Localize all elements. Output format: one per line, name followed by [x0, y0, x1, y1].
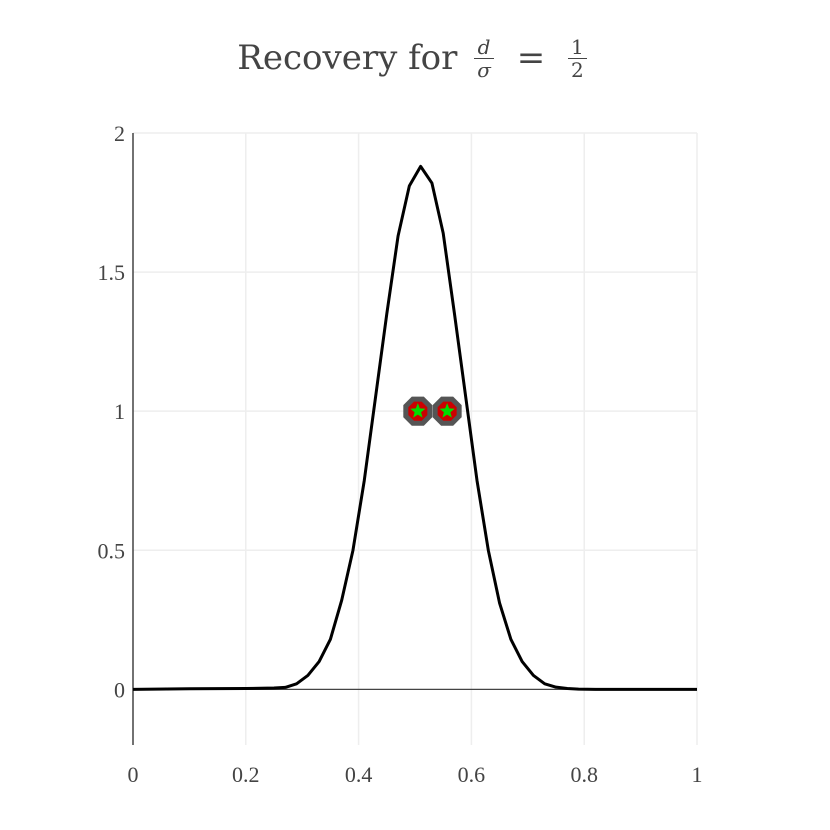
y-tick-label: 1	[114, 399, 125, 424]
y-tick-label: 0	[114, 677, 125, 702]
x-tick-label: 0.6	[458, 762, 486, 787]
y-tick-label: 2	[114, 121, 125, 146]
chart-series	[132, 164, 697, 691]
chart-grid	[133, 132, 698, 745]
y-tick-label: 1.5	[98, 260, 126, 285]
y-tick-label: 0.5	[98, 538, 126, 563]
star-marker	[439, 403, 455, 418]
title-fraction-numerator: d	[474, 36, 494, 59]
title-rhs-fraction: 1 2	[568, 36, 587, 81]
chart-tick-labels: 0 0.2 0.4 0.6 0.8 1 0 0.5 1 1.5 2	[98, 121, 703, 787]
chart-axes	[132, 133, 697, 745]
title-equals-sign: =	[516, 38, 546, 78]
x-tick-label: 0.8	[570, 762, 598, 787]
x-tick-label: 0	[128, 762, 139, 787]
x-tick-label: 0.4	[345, 762, 373, 787]
title-fraction: d σ	[474, 36, 494, 81]
x-tick-label: 0.2	[232, 762, 260, 787]
star-marker	[410, 403, 426, 418]
title-rhs-denominator: 2	[571, 57, 584, 82]
chart-title: Recovery for d σ = 1 2	[0, 28, 830, 86]
x-tick-label: 1	[692, 762, 703, 787]
recovery-curve-line	[132, 164, 697, 691]
title-fraction-denominator: σ	[477, 57, 491, 82]
title-rhs-numerator: 1	[568, 36, 587, 59]
chart-title-prefix: Recovery for	[237, 38, 458, 78]
